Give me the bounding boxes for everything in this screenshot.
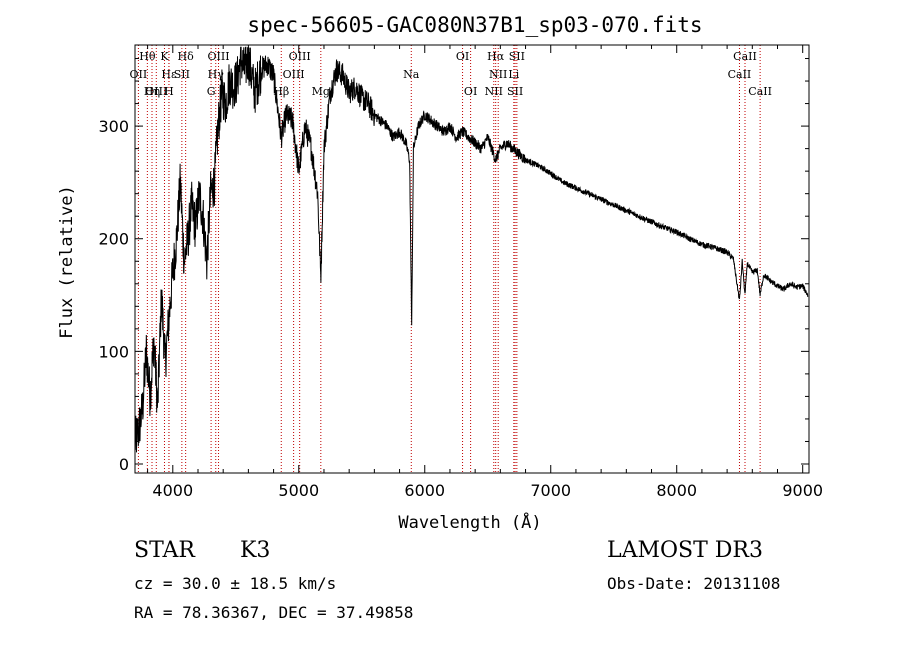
axis-ticks: 4000 5000 6000 7000 8000 9000 0 100 200 300 (98, 45, 823, 500)
chart-title: spec-56605-GAC080N37B1_sp03-070.fits (247, 13, 702, 37)
ra-dec: RA = 78.36367, DEC = 37.49858 (134, 603, 414, 622)
y-tick-label: 0 (119, 455, 129, 474)
x-tick-label: 8000 (656, 481, 697, 500)
spectrum-series (134, 46, 809, 453)
line-marker-label: Hα (487, 50, 505, 63)
y-tick-label: 200 (98, 230, 129, 249)
plot-frame (134, 44, 810, 474)
line-marker-label: OI (464, 85, 477, 98)
line-marker-label: H (164, 85, 174, 98)
obs-date: Obs-Date: 20131108 (607, 574, 781, 593)
line-marker-label: CaII (748, 85, 772, 98)
line-marker-label: OII (130, 68, 148, 81)
y-axis-label: Flux (relative) (57, 185, 77, 339)
line-marker-label: SII (509, 50, 525, 63)
survey-name: LAMOST DR3 (607, 538, 763, 563)
line-marker-label: Hδ (178, 50, 195, 63)
redshift-cz: cz = 30.0 ± 18.5 km/s (134, 574, 337, 593)
line-marker-label: SII (174, 68, 190, 81)
x-axis-label: Wavelength (Å) (398, 511, 541, 533)
line-marker-label: Hθ (139, 50, 156, 63)
line-marker-label: CaII (728, 68, 752, 81)
line-marker-label: Mg (312, 85, 330, 98)
object-subclass: K3 (240, 538, 271, 563)
line-marker-label: OIII (289, 50, 311, 63)
x-tick-label: 9000 (782, 481, 823, 500)
line-marker-label: Hε (161, 68, 177, 81)
spectrum-line (134, 46, 809, 453)
x-tick-label: 6000 (404, 481, 445, 500)
line-marker-label: SII (507, 85, 523, 98)
line-marker-label: OI (456, 50, 469, 63)
x-tick-label: 4000 (152, 481, 193, 500)
y-tick-label: 300 (98, 117, 129, 136)
line-marker-label: Hγ (208, 68, 225, 81)
line-marker-label: OIII (283, 68, 305, 81)
line-marker-label: K (160, 50, 169, 63)
line-marker-label: NII (489, 68, 507, 81)
line-marker-label: Hη (144, 85, 160, 98)
line-marker-label: Li (508, 68, 519, 81)
object-class: STAR (134, 538, 195, 563)
line-marker-label: NII (485, 85, 503, 98)
line-marker-label: G (207, 85, 216, 98)
line-marker-label: OIII (207, 50, 229, 63)
x-tick-label: 7000 (530, 481, 571, 500)
line-marker-label: OIII (145, 85, 167, 98)
line-marker-label: Na (403, 68, 420, 81)
line-marker-label: Hβ (273, 85, 289, 98)
x-tick-label: 5000 (278, 481, 319, 500)
y-tick-label: 100 (98, 342, 129, 361)
line-marker-label: CaII (733, 50, 757, 63)
